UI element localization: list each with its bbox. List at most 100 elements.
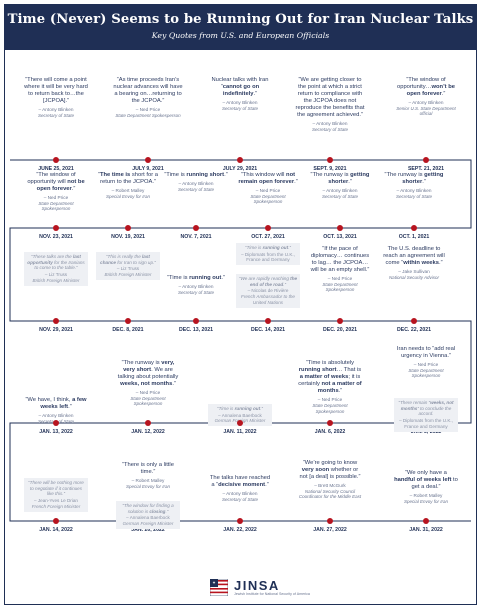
quote-fragment: The U.S. deadline to reach an agreement … — [383, 246, 445, 267]
quote-speaker-role: State Department Spokesperson — [250, 193, 286, 205]
quote-speaker-role: State Department Spokesperson — [322, 281, 358, 293]
timeline-marker-dot — [327, 420, 333, 426]
timeline-marker-dot — [265, 225, 271, 231]
quote-fragment: “The runway is — [310, 172, 351, 178]
quote-card: “These talks are the last opportunity fo… — [24, 252, 88, 286]
quote-fragment: .” — [348, 179, 352, 186]
timeline-date-label: JAN. 12, 2022 — [131, 429, 165, 435]
quote-fragment: .” — [283, 281, 286, 287]
jinsa-logo-text: JINSA — [234, 578, 280, 593]
timeline-marker-dot — [337, 318, 343, 324]
quote-speaker: – Annalena Baerbock — [126, 515, 170, 521]
quote-emphasis: getting shorter — [402, 172, 444, 186]
quote-text: Nuclear talks with Iran “cannot go on in… — [205, 77, 275, 98]
timeline-marker-dot — [423, 518, 429, 524]
quote-fragment: .” — [265, 482, 269, 489]
quote-emphasis: last opportunity — [27, 254, 81, 265]
quote-speaker-role: Special Envoy for Iran — [403, 498, 449, 504]
quote-card: “There will come a point where it will b… — [21, 77, 91, 118]
timeline-marker-dot — [327, 518, 333, 524]
quote-speaker: – Antony Blinken — [396, 188, 432, 194]
quote-speaker-role: State Department Spokesperson — [312, 403, 348, 414]
quote-card: “As time proceeds Iran’s nuclear advance… — [113, 77, 183, 118]
quote-text: “The window of opportunity…won’t be open… — [391, 77, 461, 98]
timeline-date-label: NOV. 19, 2021 — [111, 234, 145, 240]
quote-text: “This window will not remain open foreve… — [236, 172, 300, 186]
quote-text: The U.S. deadline to reach an agreement … — [382, 246, 446, 267]
quote-speaker-role: Secretary of State — [177, 289, 215, 295]
timeline-date-label: JAN. 31, 2022 — [409, 527, 443, 533]
quote-card: “The runway is getting shorter.” – Antony… — [382, 172, 446, 199]
timeline-date-label: DEC. 20, 2021 — [322, 327, 358, 333]
quote-text: “Time is running short.” — [164, 172, 228, 179]
timeline-date-label: OCT. 27, 2021 — [251, 234, 285, 240]
quote-fragment: .” — [165, 508, 169, 514]
quote-fragment: “The runway is — [121, 360, 162, 366]
quote-fragment: short for a return to the JCPOA.” — [100, 172, 158, 186]
quote-fragment: “Time is — [164, 172, 187, 178]
quote-fragment: “Time is — [167, 275, 190, 281]
quote-fragment: .” — [221, 275, 225, 281]
quote-card: “Time is running out.” – Antony Blinken Se… — [164, 275, 228, 295]
page-title: Time (Never) Seems to be Running Out for… — [7, 12, 474, 27]
quote-speaker: – Antony Blinken — [408, 100, 444, 106]
quote-emphasis: running out — [262, 245, 289, 250]
quote-fragment: “Time is — [245, 245, 263, 250]
quote-card: “The window of opportunity will not be o… — [24, 172, 88, 212]
quote-fragment: .” — [338, 388, 343, 395]
quote-speaker: – Diplomats from the U.K., France and Ge… — [241, 251, 295, 263]
quote-emphasis: weeks, not months — [120, 381, 173, 388]
timeline-marker-dot — [145, 157, 151, 163]
quote-text: “The runway is getting shorter.” — [308, 172, 372, 186]
quote-speaker: – Ned Price — [255, 188, 281, 194]
quote-emphasis: decisive moment — [218, 482, 266, 489]
timeline-marker-dot — [193, 225, 199, 231]
quote-card: “This window will not remain open foreve… — [236, 172, 300, 205]
quote-card: “This is really the last chance for Iran… — [96, 252, 160, 280]
quote-fragment: .” — [260, 406, 263, 411]
timeline-date-label: JAN. 6, 2022 — [314, 429, 346, 435]
quote-fragment: .” — [422, 179, 426, 186]
quote-speaker-role: Secretary of State — [311, 127, 349, 133]
quote-text: “We only have a handful of weeks left to… — [394, 470, 458, 491]
quote-fragment: “We are getting closer to the point at w… — [295, 77, 365, 119]
quote-speaker-role: National Security Council Coordinator fo… — [298, 488, 362, 500]
timeline-date-label: JAN. 3, 2022 — [410, 429, 442, 435]
quote-card: “The runway is very, very short. We are … — [116, 360, 180, 407]
quote-fragment: “Time is — [217, 406, 235, 411]
timeline-marker-dot — [237, 157, 243, 163]
quote-fragment: .” — [71, 186, 76, 193]
timeline-date-label: DEC. 13, 2021 — [178, 327, 214, 333]
quote-card: “We are rapidly reaching the end of the … — [236, 274, 300, 308]
quote-text: “We’re going to know very soon whether o… — [298, 460, 362, 481]
quote-emphasis: running short — [186, 172, 225, 178]
quote-emphasis: within weeks — [403, 260, 439, 267]
quote-text: “There will come a point where it will b… — [21, 77, 91, 105]
quote-text: “Time is absolutely running short… That … — [298, 360, 362, 395]
quote-text: “Time is running out.” — [238, 245, 298, 251]
timeline-marker-dot — [327, 157, 333, 163]
quote-speaker: – Antony Blinken — [178, 284, 214, 290]
timeline-date-label: NOV. 29, 2021 — [39, 327, 73, 333]
timeline-marker-dot — [53, 518, 59, 524]
quote-speaker: – Robert Malley — [131, 478, 165, 484]
quote-speaker: – Liz Truss — [44, 272, 68, 278]
quote-speaker: – Diplomats from the U.K., France and Ge… — [399, 418, 453, 429]
quote-card: The U.S. deadline to reach an agreement … — [382, 246, 446, 280]
quote-emphasis: a matter of weeks — [299, 374, 349, 381]
quote-fragment: “Time is absolutely — [305, 360, 355, 366]
quote-card: “The window for finding a solution is cl… — [116, 501, 180, 529]
page-border — [4, 4, 477, 605]
quote-speaker-role: State Department Spokesperson — [408, 367, 444, 379]
quote-card: Nuclear talks with Iran “cannot go on in… — [205, 77, 275, 111]
quote-speaker-role: Secretary of State — [221, 105, 259, 111]
quote-speaker-role: French Foreign Minister — [31, 503, 81, 509]
quote-text: “There is only a little time.” — [116, 462, 180, 476]
quote-speaker-role: Secretary of State — [395, 193, 433, 199]
timeline-marker-dot — [265, 318, 271, 324]
timeline-marker-dot — [237, 420, 243, 426]
quote-card: “The window of opportunity…won’t be open… — [391, 77, 461, 117]
timeline-date-label: SEPT. 9, 2021 — [313, 166, 347, 172]
quote-text: “The time is short for a return to the J… — [96, 172, 160, 186]
timeline-date-label: JAN. 13, 2022 — [39, 429, 73, 435]
